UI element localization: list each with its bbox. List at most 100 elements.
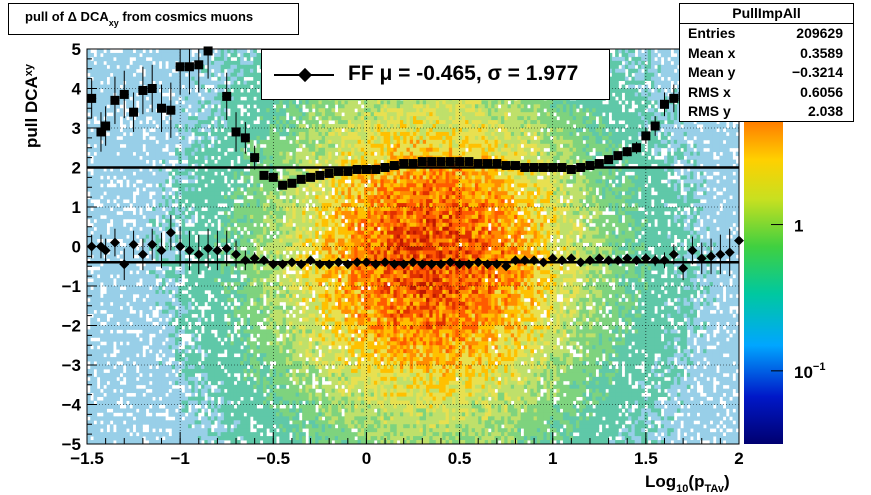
data-point-mean — [482, 259, 493, 270]
data-point-mean — [175, 241, 186, 252]
data-point-sigma — [650, 121, 660, 131]
data-point-mean — [361, 257, 372, 268]
data-point-mean — [165, 227, 176, 238]
data-point-sigma — [306, 172, 316, 182]
data-point-sigma — [399, 159, 409, 169]
data-point-sigma — [445, 157, 455, 167]
stats-label: Mean x — [688, 44, 736, 61]
data-point-mean — [631, 255, 642, 266]
data-point-mean — [305, 255, 316, 266]
data-point-sigma — [231, 127, 241, 137]
data-point-sigma — [520, 163, 530, 172]
data-point-mean — [426, 259, 437, 270]
data-point-mean — [538, 257, 549, 268]
x-axis-title: Log10(pTAv) — [645, 472, 730, 495]
y-tick-label: 4 — [72, 80, 82, 99]
data-point-sigma — [101, 121, 111, 131]
data-point-mean — [342, 259, 353, 270]
data-point-mean — [557, 255, 567, 266]
stats-value: 0.6056 — [800, 83, 843, 100]
data-point-mean — [706, 251, 717, 262]
data-point-sigma — [296, 174, 306, 184]
data-point-mean — [296, 259, 307, 270]
data-point-mean — [622, 253, 633, 264]
data-point-mean — [314, 259, 325, 270]
data-point-mean — [463, 259, 474, 270]
data-point-mean — [380, 257, 391, 268]
data-point-mean — [286, 257, 297, 268]
data-point-mean — [566, 253, 577, 264]
data-point-sigma — [483, 159, 493, 169]
data-point-sigma — [538, 163, 548, 172]
data-point-sigma — [278, 180, 288, 190]
title-sub: xy — [108, 18, 119, 28]
y-tick-label: 0 — [72, 238, 81, 257]
data-point-sigma — [110, 95, 120, 105]
data-point-mean — [408, 257, 418, 268]
data-point-sigma — [268, 172, 278, 182]
data-point-mean — [668, 249, 679, 260]
data-point-sigma — [557, 163, 567, 172]
stats-label: RMS y — [688, 103, 731, 119]
data-point-sigma — [343, 166, 353, 176]
data-point-mean — [585, 255, 595, 266]
data-point-sigma — [250, 153, 260, 163]
title-main: pull of Δ DCA — [25, 9, 109, 24]
data-point-mean — [333, 257, 344, 268]
data-point-mean — [529, 255, 540, 266]
data-point-mean — [473, 257, 484, 268]
data-point-mean — [445, 257, 456, 268]
data-point-mean — [594, 253, 605, 264]
data-point-mean — [156, 245, 167, 256]
data-point-sigma — [138, 85, 148, 95]
data-point-sigma — [548, 163, 558, 172]
y-tick-label: −1 — [62, 277, 81, 296]
data-point-mean — [221, 243, 232, 254]
data-point-sigma — [464, 157, 474, 167]
data-point-sigma — [157, 103, 167, 113]
stats-box: PullImpAll Entries 209629 Mean x 0.3589 Me… — [679, 3, 854, 122]
y-tick-label: 3 — [72, 119, 81, 138]
stats-row: Entries 209629 — [680, 24, 853, 44]
stats-label: RMS x — [688, 83, 731, 100]
y-tick-label: −4 — [62, 396, 82, 415]
data-point-mean — [417, 259, 428, 270]
data-point-sigma — [473, 159, 483, 169]
legend: FF μ = -0.465, σ = 1.977 — [261, 49, 610, 100]
x-tick-label: 2 — [734, 449, 743, 468]
y-tick-label: 2 — [72, 159, 81, 178]
data-point-sigma — [259, 170, 269, 180]
data-point-mean — [137, 249, 148, 260]
data-point-mean — [147, 239, 158, 250]
data-point-mean — [575, 257, 586, 268]
data-point-mean — [734, 235, 744, 246]
data-point-sigma — [119, 89, 129, 99]
data-point-mean — [715, 249, 726, 260]
data-point-mean — [231, 249, 241, 260]
x-tick-label: 1 — [548, 449, 557, 468]
data-point-mean — [724, 247, 735, 258]
data-point-sigma — [585, 161, 595, 171]
data-point-mean — [203, 243, 214, 254]
data-point-sigma — [613, 151, 623, 161]
data-point-mean — [687, 245, 698, 256]
y-tick-label: 5 — [72, 40, 81, 59]
legend-marker — [297, 67, 313, 83]
data-point-mean — [454, 259, 465, 270]
data-point-mean — [100, 245, 111, 256]
data-point-sigma — [184, 62, 194, 72]
data-point-sigma — [427, 157, 437, 167]
data-point-sigma — [203, 46, 213, 56]
data-point-sigma — [147, 84, 157, 93]
data-point-mean — [659, 255, 670, 266]
data-point-mean — [612, 255, 623, 266]
data-point-sigma — [96, 127, 106, 137]
x-tick-label: −1.5 — [70, 449, 104, 468]
x-tick-label: −1 — [170, 449, 189, 468]
data-point-sigma — [594, 159, 604, 169]
data-point-mean — [109, 237, 120, 248]
data-point-sigma — [641, 131, 651, 141]
data-point-mean — [268, 259, 279, 270]
data-point-mean — [277, 259, 288, 270]
data-point-sigma — [287, 178, 297, 188]
